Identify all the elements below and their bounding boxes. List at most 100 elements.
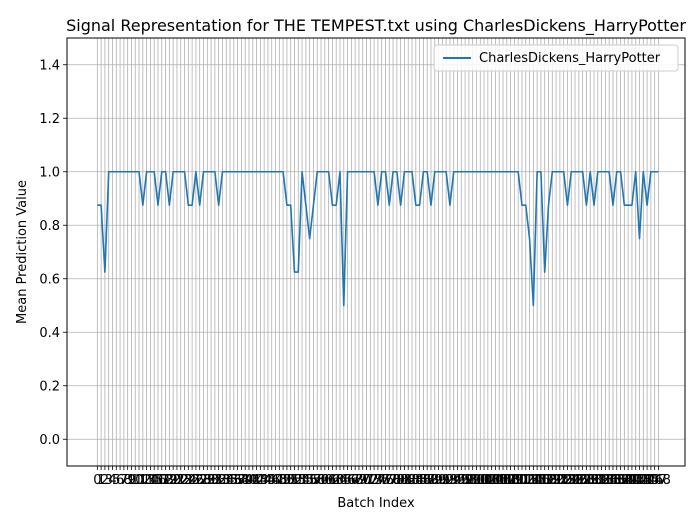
x-tick-label: 11 [131,473,148,488]
x-tick-label: 19 [161,473,178,488]
x-tick-label: 23 [176,473,193,488]
x-tick-label: 115 [521,473,546,488]
x-tick-label: 107 [491,473,516,488]
x-tick-label: 49 [275,473,292,488]
x-tick-label: 135 [597,473,622,488]
x-tick-label: 67 [343,473,360,488]
series-layer [97,170,659,307]
x-tick-label: 29 [199,473,216,488]
x-tick-label: 97 [457,473,474,488]
x-tick-label: 76 [377,473,394,488]
x-tick-label: 83 [404,473,421,488]
x-tick-label: 18 [157,473,174,488]
x-tick-label: 22 [172,473,189,488]
x-tick-label: 126 [563,473,588,488]
x-tick-label: 32 [210,473,227,488]
y-tick-label: 0.6 [39,272,60,287]
x-tick-label: 136 [601,473,626,488]
y-axis-label: Mean Prediction Value [15,180,30,324]
x-tick-label: 86 [415,473,432,488]
x-tick-label: 129 [574,473,599,488]
x-gridlines [96,38,659,466]
x-tick-label: 122 [547,473,572,488]
x-tick-label: 77 [381,473,398,488]
x-tick-label: 119 [536,473,561,488]
x-tick-label: 127 [566,473,591,488]
x-tick-label: 106 [487,473,512,488]
x-tick-label: 124 [555,473,580,488]
x-tick-label: 82 [400,473,417,488]
x-tick-label: 61 [320,473,337,488]
x-tick-label: 63 [328,473,345,488]
x-tick-label: 9 [127,473,135,488]
x-tick-label: 12 [135,473,152,488]
x-tick-label: 15 [146,473,163,488]
x-tick-label: 53 [290,473,307,488]
x-tick-label: 38 [233,473,250,488]
y-tick-label: 0.0 [39,433,60,448]
x-tick-label: 6 [116,473,124,488]
x-tick-label: 92 [438,473,455,488]
x-tick-label: 123 [551,473,576,488]
x-tick-label: 36 [226,473,243,488]
x-tick-label: 144 [631,473,656,488]
x-tick-label: 146 [638,473,663,488]
x-tick-label: 88 [423,473,440,488]
x-axis-ticks: 0123456789101112131415161718192021222324… [93,466,671,488]
x-tick-label: 95 [449,473,466,488]
x-tick-label: 131 [582,473,607,488]
x-tick-label: 109 [498,473,523,488]
x-tick-label: 110 [502,473,527,488]
x-tick-label: 105 [483,473,508,488]
x-tick-label: 7 [120,473,128,488]
x-tick-label: 56 [301,473,318,488]
x-tick-label: 139 [612,473,637,488]
x-tick-label: 137 [604,473,629,488]
x-tick-label: 47 [267,473,284,488]
x-tick-label: 133 [589,473,614,488]
x-tick-label: 3 [105,473,113,488]
x-tick-label: 81 [396,473,413,488]
x-tick-label: 138 [608,473,633,488]
x-tick-label: 58 [309,473,326,488]
x-tick-label: 128 [570,473,595,488]
y-tick-label: 1.4 [39,58,60,73]
x-tick-label: 43 [252,473,269,488]
x-tick-label: 16 [150,473,167,488]
x-tick-label: 46 [263,473,280,488]
x-tick-label: 79 [389,473,406,488]
x-tick-label: 34 [218,473,235,488]
x-tick-label: 64 [332,473,349,488]
x-tick-label: 142 [623,473,648,488]
x-tick-label: 89 [426,473,443,488]
x-tick-label: 112 [510,473,535,488]
x-tick-label: 147 [642,473,667,488]
x-tick-label: 90 [430,473,447,488]
x-tick-label: 31 [207,473,224,488]
x-tick-label: 96 [453,473,470,488]
x-tick-label: 51 [282,473,299,488]
x-tick-label: 39 [237,473,254,488]
x-tick-label: 26 [188,473,205,488]
x-tick-label: 71 [358,473,375,488]
y-axis-ticks: 0.0 0.2 0.4 0.6 0.8 1.0 1.2 1.4 [39,58,67,448]
x-tick-label: 141 [620,473,645,488]
x-tick-label: 8 [124,473,132,488]
x-tick-label: 54 [294,473,311,488]
x-tick-label: 134 [593,473,618,488]
x-tick-label: 55 [298,473,315,488]
legend: CharlesDickens_HarryPotter [433,44,679,72]
x-tick-label: 62 [324,473,341,488]
x-tick-label: 57 [305,473,322,488]
y-tick-label: 1.2 [39,112,60,127]
plot-frame [66,37,686,467]
legend-label: CharlesDickens_HarryPotter [479,51,661,66]
x-tick-label: 41 [245,473,262,488]
x-tick-label: 4 [108,473,116,488]
x-tick-label: 74 [370,473,387,488]
y-tick-label: 0.2 [39,379,60,394]
x-tick-label: 20 [165,473,182,488]
x-tick-label: 111 [506,473,531,488]
x-tick-label: 148 [646,473,671,488]
x-tick-label: 68 [347,473,364,488]
